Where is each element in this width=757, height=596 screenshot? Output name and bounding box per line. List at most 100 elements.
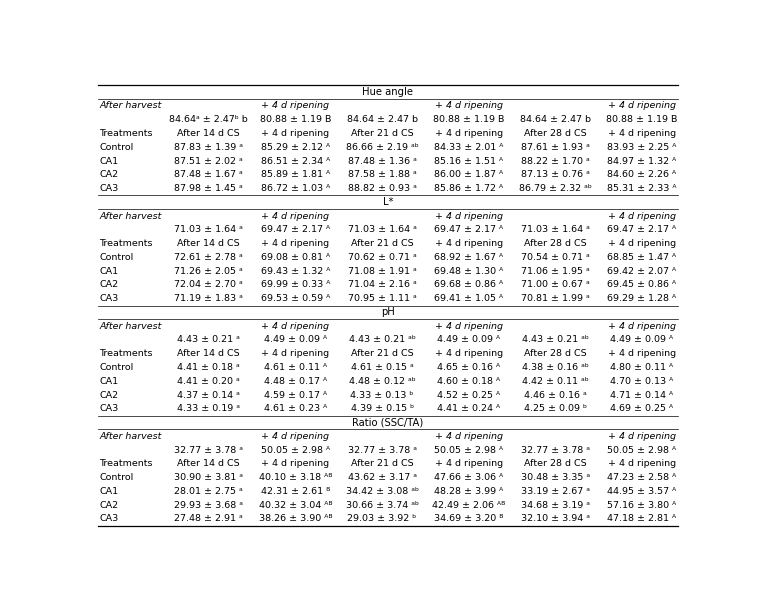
- Text: 4.49 ± 0.09 ᴬ: 4.49 ± 0.09 ᴬ: [263, 336, 327, 344]
- Text: 86.79 ± 2.32 ᵃᵇ: 86.79 ± 2.32 ᵃᵇ: [519, 184, 592, 193]
- Text: 4.61 ± 0.23 ᴬ: 4.61 ± 0.23 ᴬ: [263, 404, 327, 414]
- Text: 32.77 ± 3.78 ᵃ: 32.77 ± 3.78 ᵃ: [347, 446, 416, 455]
- Text: 69.47 ± 2.17 ᴬ: 69.47 ± 2.17 ᴬ: [607, 225, 676, 234]
- Text: 87.48 ± 1.67 ᵃ: 87.48 ± 1.67 ᵃ: [174, 170, 243, 179]
- Text: 87.58 ± 1.88 ᵃ: 87.58 ± 1.88 ᵃ: [347, 170, 416, 179]
- Text: 69.53 ± 0.59 ᴬ: 69.53 ± 0.59 ᴬ: [260, 294, 330, 303]
- Text: 4.41 ± 0.18 ᵃ: 4.41 ± 0.18 ᵃ: [177, 363, 240, 372]
- Text: + 4 d ripening: + 4 d ripening: [261, 322, 329, 331]
- Text: After harvest: After harvest: [99, 322, 162, 331]
- Text: 38.26 ± 3.90 ᴬᴮ: 38.26 ± 3.90 ᴬᴮ: [259, 514, 332, 523]
- Text: + 4 d ripening: + 4 d ripening: [435, 322, 503, 331]
- Text: 40.32 ± 3.04 ᴬᴮ: 40.32 ± 3.04 ᴬᴮ: [259, 501, 332, 510]
- Text: + 4 d ripening: + 4 d ripening: [435, 460, 503, 468]
- Text: Control: Control: [99, 473, 133, 482]
- Text: + 4 d ripening: + 4 d ripening: [261, 432, 329, 441]
- Text: 88.22 ± 1.70 ᵃ: 88.22 ± 1.70 ᵃ: [522, 157, 590, 166]
- Text: Treatments: Treatments: [99, 460, 153, 468]
- Text: CA3: CA3: [99, 294, 119, 303]
- Text: 87.51 ± 2.02 ᵃ: 87.51 ± 2.02 ᵃ: [174, 157, 243, 166]
- Text: 40.10 ± 3.18 ᴬᴮ: 40.10 ± 3.18 ᴬᴮ: [259, 473, 332, 482]
- Text: 71.06 ± 1.95 ᵃ: 71.06 ± 1.95 ᵃ: [522, 266, 590, 276]
- Text: 69.08 ± 0.81 ᴬ: 69.08 ± 0.81 ᴬ: [260, 253, 330, 262]
- Text: 28.01 ± 2.75 ᵃ: 28.01 ± 2.75 ᵃ: [174, 487, 243, 496]
- Text: 33.19 ± 2.67 ᵃ: 33.19 ± 2.67 ᵃ: [522, 487, 590, 496]
- Text: 71.03 ± 1.64 ᵃ: 71.03 ± 1.64 ᵃ: [347, 225, 416, 234]
- Text: After 28 d CS: After 28 d CS: [525, 349, 587, 358]
- Text: 71.04 ± 2.16 ᵃ: 71.04 ± 2.16 ᵃ: [347, 280, 416, 290]
- Text: + 4 d ripening: + 4 d ripening: [608, 212, 676, 221]
- Text: 4.33 ± 0.13 ᵇ: 4.33 ± 0.13 ᵇ: [350, 390, 414, 399]
- Text: + 4 d ripening: + 4 d ripening: [435, 101, 503, 110]
- Text: After 14 d CS: After 14 d CS: [177, 460, 240, 468]
- Text: + 4 d ripening: + 4 d ripening: [608, 239, 676, 248]
- Text: 87.13 ± 0.76 ᵃ: 87.13 ± 0.76 ᵃ: [522, 170, 590, 179]
- Text: 4.59 ± 0.17 ᴬ: 4.59 ± 0.17 ᴬ: [263, 390, 327, 399]
- Text: After 28 d CS: After 28 d CS: [525, 460, 587, 468]
- Text: After 28 d CS: After 28 d CS: [525, 129, 587, 138]
- Text: 71.00 ± 0.67 ᵃ: 71.00 ± 0.67 ᵃ: [522, 280, 590, 290]
- Text: After harvest: After harvest: [99, 101, 162, 110]
- Text: 47.23 ± 2.58 ᴬ: 47.23 ± 2.58 ᴬ: [607, 473, 676, 482]
- Text: 4.25 ± 0.09 ᵇ: 4.25 ± 0.09 ᵇ: [525, 404, 587, 414]
- Text: 4.42 ± 0.11 ᵃᵇ: 4.42 ± 0.11 ᵃᵇ: [522, 377, 589, 386]
- Text: 72.04 ± 2.70 ᵃ: 72.04 ± 2.70 ᵃ: [174, 280, 243, 290]
- Text: 32.77 ± 3.78 ᵃ: 32.77 ± 3.78 ᵃ: [174, 446, 243, 455]
- Text: After harvest: After harvest: [99, 212, 162, 221]
- Text: 69.99 ± 0.33 ᴬ: 69.99 ± 0.33 ᴬ: [260, 280, 330, 290]
- Text: 71.19 ± 1.83 ᵃ: 71.19 ± 1.83 ᵃ: [174, 294, 243, 303]
- Text: 4.61 ± 0.15 ᵃ: 4.61 ± 0.15 ᵃ: [350, 363, 413, 372]
- Text: 48.28 ± 3.99 ᴬ: 48.28 ± 3.99 ᴬ: [435, 487, 503, 496]
- Text: 30.90 ± 3.81 ᵃ: 30.90 ± 3.81 ᵃ: [174, 473, 243, 482]
- Text: 85.86 ± 1.72 ᴬ: 85.86 ± 1.72 ᴬ: [435, 184, 503, 193]
- Text: Control: Control: [99, 142, 133, 152]
- Text: 4.48 ± 0.17 ᴬ: 4.48 ± 0.17 ᴬ: [263, 377, 327, 386]
- Text: 69.47 ± 2.17 ᴬ: 69.47 ± 2.17 ᴬ: [260, 225, 330, 234]
- Text: 69.48 ± 1.30 ᴬ: 69.48 ± 1.30 ᴬ: [435, 266, 503, 276]
- Text: 4.49 ± 0.09 ᴬ: 4.49 ± 0.09 ᴬ: [610, 336, 673, 344]
- Text: 4.71 ± 0.14 ᴬ: 4.71 ± 0.14 ᴬ: [610, 390, 673, 399]
- Text: 4.65 ± 0.16 ᴬ: 4.65 ± 0.16 ᴬ: [438, 363, 500, 372]
- Text: CA2: CA2: [99, 501, 118, 510]
- Text: After 28 d CS: After 28 d CS: [525, 239, 587, 248]
- Text: CA3: CA3: [99, 404, 119, 414]
- Text: CA2: CA2: [99, 390, 118, 399]
- Text: + 4 d ripening: + 4 d ripening: [261, 212, 329, 221]
- Text: 71.26 ± 2.05 ᵃ: 71.26 ± 2.05 ᵃ: [174, 266, 243, 276]
- Text: 71.08 ± 1.91 ᵃ: 71.08 ± 1.91 ᵃ: [347, 266, 416, 276]
- Text: 4.69 ± 0.25 ᴬ: 4.69 ± 0.25 ᴬ: [610, 404, 673, 414]
- Text: 4.70 ± 0.13 ᴬ: 4.70 ± 0.13 ᴬ: [610, 377, 673, 386]
- Text: 30.66 ± 3.74 ᵃᵇ: 30.66 ± 3.74 ᵃᵇ: [346, 501, 419, 510]
- Text: CA3: CA3: [99, 184, 119, 193]
- Text: 85.16 ± 1.51 ᴬ: 85.16 ± 1.51 ᴬ: [435, 157, 503, 166]
- Text: 83.93 ± 2.25 ᴬ: 83.93 ± 2.25 ᴬ: [607, 142, 677, 152]
- Text: Control: Control: [99, 253, 133, 262]
- Text: 4.60 ± 0.18 ᴬ: 4.60 ± 0.18 ᴬ: [438, 377, 500, 386]
- Text: After 21 d CS: After 21 d CS: [350, 460, 413, 468]
- Text: After 14 d CS: After 14 d CS: [177, 239, 240, 248]
- Text: 88.82 ± 0.93 ᵃ: 88.82 ± 0.93 ᵃ: [347, 184, 416, 193]
- Text: 42.31 ± 2.61 ᴮ: 42.31 ± 2.61 ᴮ: [260, 487, 330, 496]
- Text: 43.62 ± 3.17 ᵃ: 43.62 ± 3.17 ᵃ: [347, 473, 416, 482]
- Text: 30.48 ± 3.35 ᵃ: 30.48 ± 3.35 ᵃ: [521, 473, 590, 482]
- Text: 29.03 ± 3.92 ᵇ: 29.03 ± 3.92 ᵇ: [347, 514, 416, 523]
- Text: + 4 d ripening: + 4 d ripening: [261, 460, 329, 468]
- Text: 4.33 ± 0.19 ᵃ: 4.33 ± 0.19 ᵃ: [177, 404, 240, 414]
- Text: 86.51 ± 2.34 ᴬ: 86.51 ± 2.34 ᴬ: [260, 157, 330, 166]
- Text: + 4 d ripening: + 4 d ripening: [435, 129, 503, 138]
- Text: 50.05 ± 2.98 ᴬ: 50.05 ± 2.98 ᴬ: [607, 446, 676, 455]
- Text: 70.54 ± 0.71 ᵃ: 70.54 ± 0.71 ᵃ: [522, 253, 590, 262]
- Text: 34.42 ± 3.08 ᵃᵇ: 34.42 ± 3.08 ᵃᵇ: [346, 487, 419, 496]
- Text: 4.43 ± 0.21 ᵃᵇ: 4.43 ± 0.21 ᵃᵇ: [522, 336, 589, 344]
- Text: 4.43 ± 0.21 ᵃ: 4.43 ± 0.21 ᵃ: [177, 336, 240, 344]
- Text: 34.69 ± 3.20 ᴮ: 34.69 ± 3.20 ᴮ: [435, 514, 503, 523]
- Text: Treatments: Treatments: [99, 349, 153, 358]
- Text: 4.52 ± 0.25 ᴬ: 4.52 ± 0.25 ᴬ: [438, 390, 500, 399]
- Text: 87.48 ± 1.36 ᵃ: 87.48 ± 1.36 ᵃ: [347, 157, 416, 166]
- Text: pH: pH: [381, 308, 395, 318]
- Text: + 4 d ripening: + 4 d ripening: [435, 349, 503, 358]
- Text: 71.03 ± 1.64 ᵃ: 71.03 ± 1.64 ᵃ: [522, 225, 590, 234]
- Text: + 4 d ripening: + 4 d ripening: [608, 432, 676, 441]
- Text: + 4 d ripening: + 4 d ripening: [261, 349, 329, 358]
- Text: 4.39 ± 0.15 ᵇ: 4.39 ± 0.15 ᵇ: [350, 404, 413, 414]
